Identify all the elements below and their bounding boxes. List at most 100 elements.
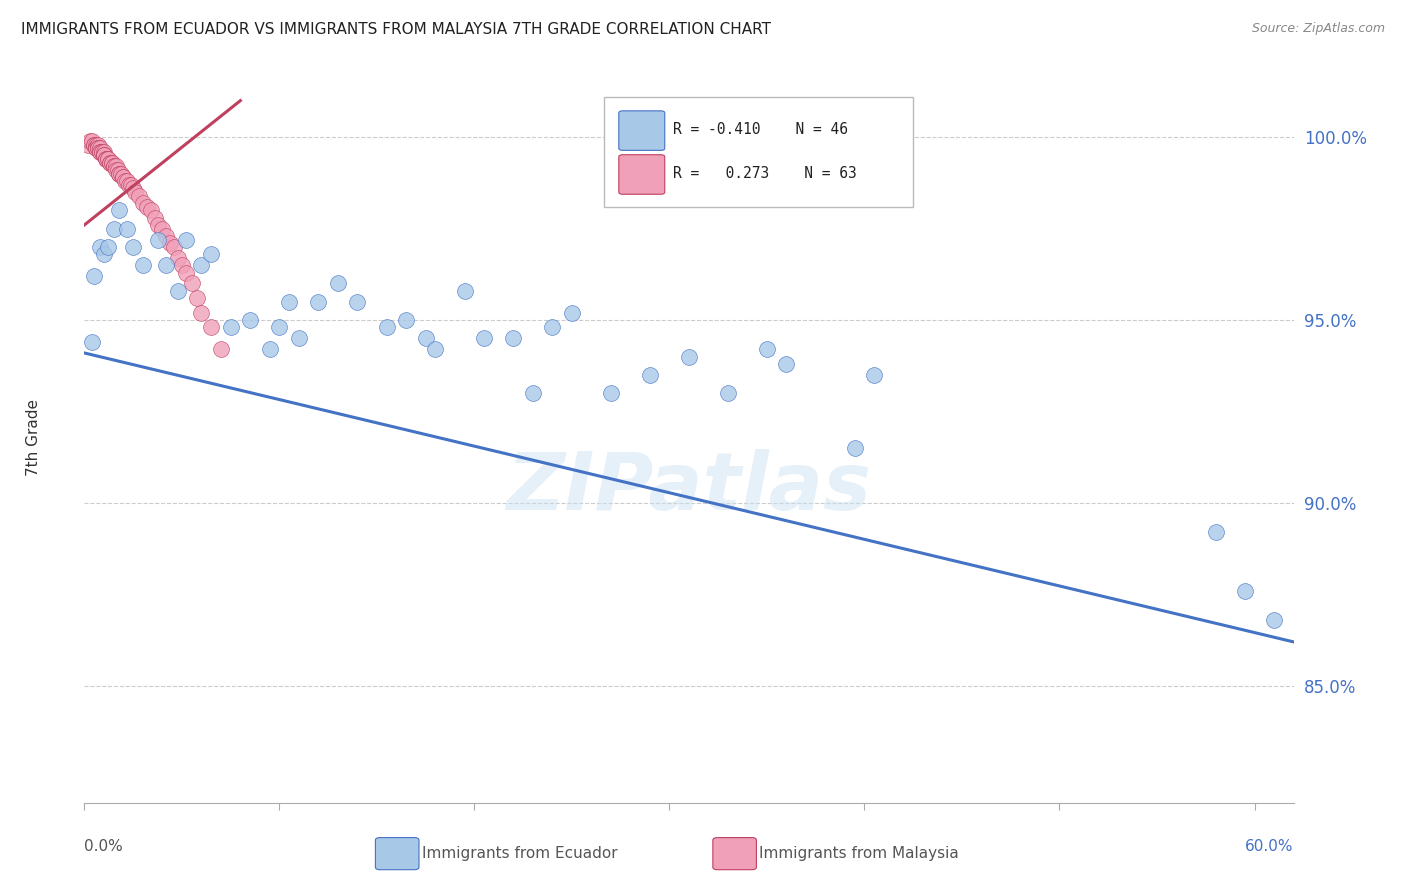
FancyBboxPatch shape [619, 111, 665, 151]
Point [124, 185, 146, 199]
Point [717, 386, 740, 401]
Point [108, 203, 131, 218]
Point [678, 350, 700, 364]
Point [89, 145, 111, 159]
Point [200, 320, 222, 334]
Text: ZIPatlas: ZIPatlas [506, 450, 872, 527]
Point [114, 174, 136, 188]
Point [103, 221, 125, 235]
Point [180, 277, 202, 291]
Text: 7th Grade: 7th Grade [27, 399, 41, 475]
Point [522, 386, 544, 401]
Point [170, 258, 193, 272]
Point [94, 152, 117, 166]
Point [100, 155, 122, 169]
Point [112, 170, 135, 185]
Point [472, 331, 495, 345]
Point [90, 145, 112, 159]
Point [186, 291, 208, 305]
Point [117, 221, 139, 235]
Point [395, 313, 418, 327]
Point [100, 155, 122, 169]
Point [128, 188, 150, 202]
Point [326, 277, 349, 291]
Point [89, 240, 111, 254]
Text: 60.0%: 60.0% [1246, 839, 1294, 855]
Point [107, 163, 129, 178]
Point [103, 160, 125, 174]
Point [93, 247, 115, 261]
Point [148, 233, 170, 247]
Point [93, 148, 115, 162]
Point [84, 141, 107, 155]
Text: R = -0.410    N = 46: R = -0.410 N = 46 [673, 122, 848, 137]
Point [93, 145, 115, 159]
Point [755, 343, 778, 357]
Point [415, 331, 437, 345]
Point [375, 320, 398, 334]
Point [219, 320, 242, 334]
Point [139, 203, 162, 218]
Point [83, 269, 105, 284]
Point [90, 145, 112, 159]
Point [120, 178, 142, 192]
Point [83, 137, 105, 152]
Point [82, 134, 104, 148]
Point [307, 294, 329, 309]
Point [87, 141, 110, 155]
Point [77, 137, 100, 152]
Point [93, 148, 115, 162]
Point [132, 258, 155, 272]
Point [94, 152, 117, 166]
Text: Immigrants from Ecuador: Immigrants from Ecuador [422, 847, 617, 861]
Point [112, 170, 135, 185]
Point [502, 331, 524, 345]
Point [163, 240, 186, 254]
Point [87, 137, 110, 152]
Point [167, 284, 190, 298]
Point [79, 134, 101, 148]
Point [155, 229, 177, 244]
Point [97, 240, 120, 254]
Point [104, 163, 127, 178]
Point [209, 343, 232, 357]
Text: Immigrants from Malaysia: Immigrants from Malaysia [759, 847, 959, 861]
Point [89, 145, 111, 159]
Point [453, 284, 475, 298]
Point [190, 258, 212, 272]
Point [288, 331, 311, 345]
Point [104, 160, 127, 174]
Point [150, 221, 173, 235]
Point [174, 266, 197, 280]
Point [103, 160, 125, 174]
Point [278, 294, 301, 309]
Point [148, 218, 170, 232]
Point [98, 155, 121, 169]
Point [775, 357, 797, 371]
Point [1263, 613, 1285, 627]
Point [600, 386, 623, 401]
Point [425, 343, 447, 357]
Text: R =   0.273    N = 63: R = 0.273 N = 63 [673, 166, 858, 181]
Point [84, 137, 107, 152]
Point [167, 251, 190, 265]
Point [844, 441, 866, 455]
Text: IMMIGRANTS FROM ECUADOR VS IMMIGRANTS FROM MALAYSIA 7TH GRADE CORRELATION CHART: IMMIGRANTS FROM ECUADOR VS IMMIGRANTS FR… [21, 22, 770, 37]
Point [1233, 583, 1256, 598]
Point [122, 240, 145, 254]
Point [82, 334, 104, 349]
Point [87, 141, 110, 155]
Point [239, 313, 262, 327]
Point [118, 178, 141, 192]
Point [200, 247, 222, 261]
Point [122, 181, 145, 195]
Text: Source: ZipAtlas.com: Source: ZipAtlas.com [1251, 22, 1385, 36]
Point [108, 167, 131, 181]
Point [174, 233, 197, 247]
Point [117, 174, 139, 188]
Point [98, 155, 121, 169]
FancyBboxPatch shape [605, 97, 912, 207]
Point [89, 141, 111, 155]
Point [346, 294, 368, 309]
Point [159, 236, 181, 251]
